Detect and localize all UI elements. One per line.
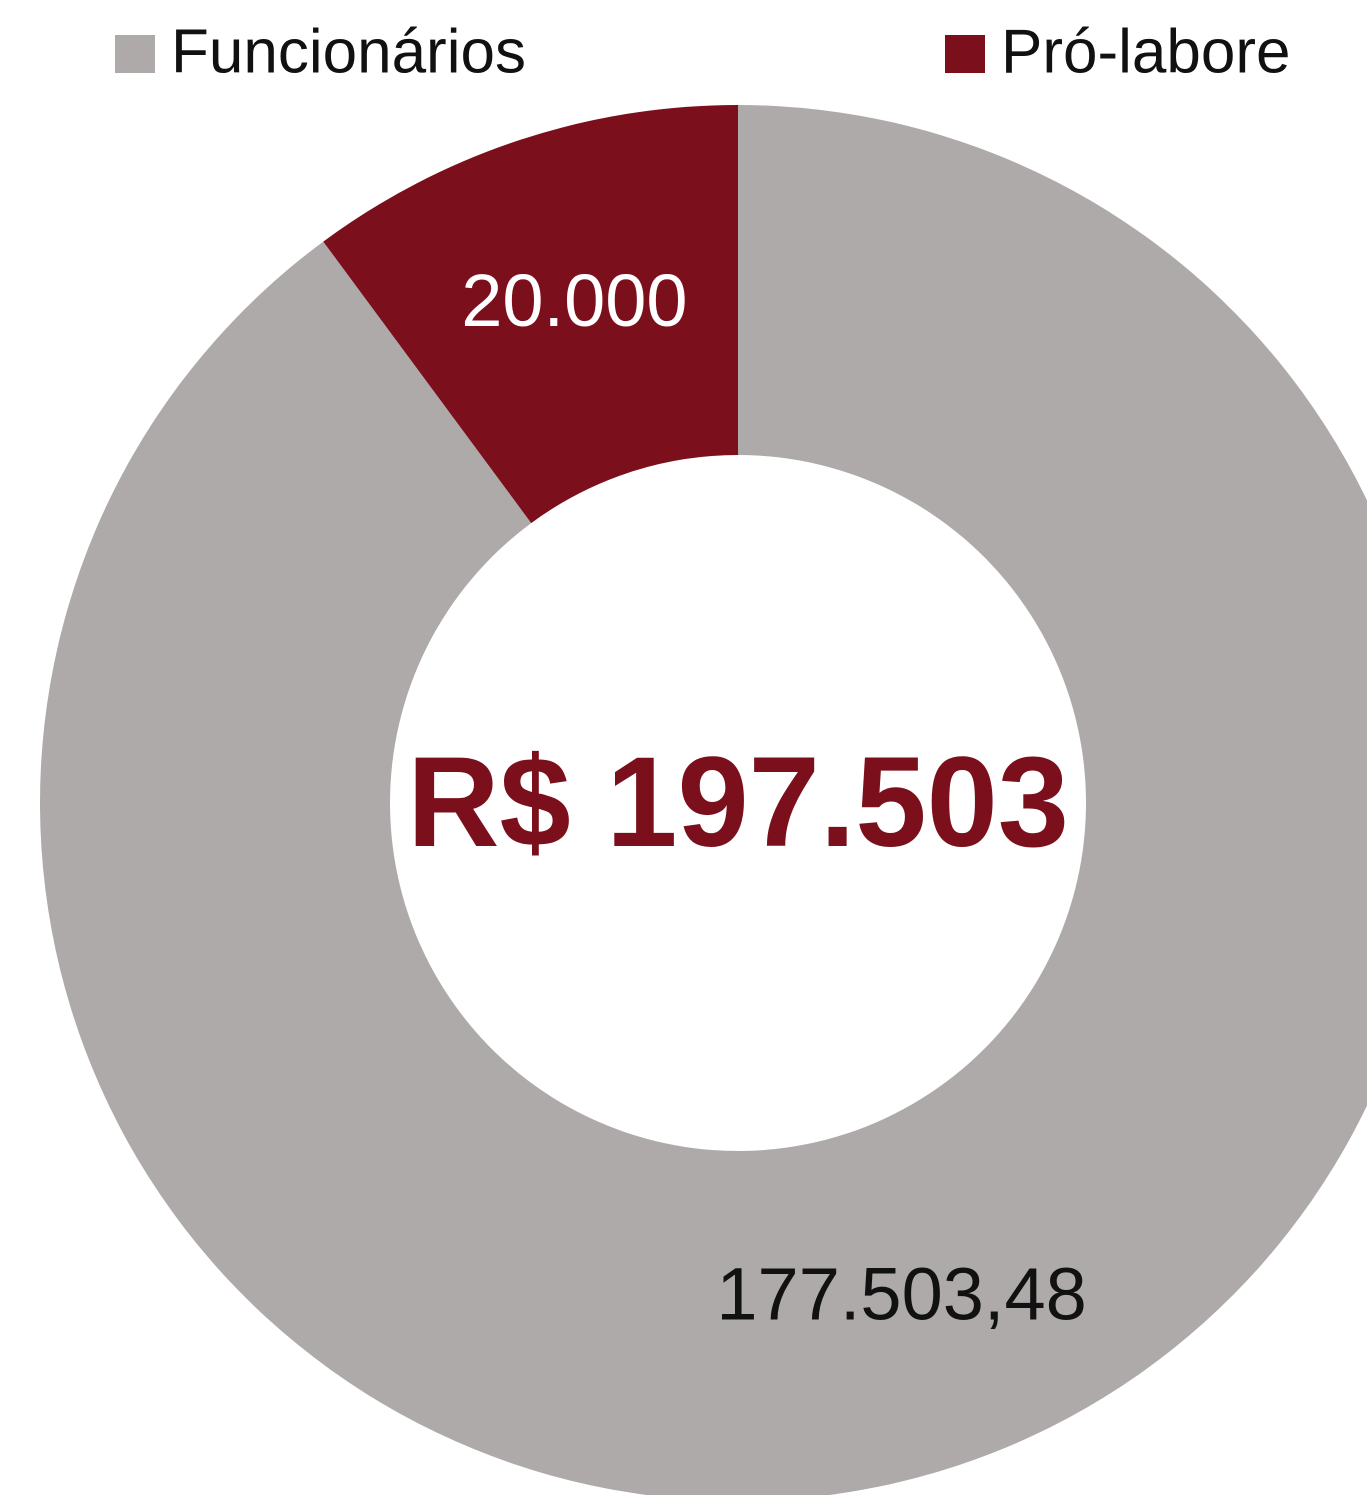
legend-swatch [115, 35, 155, 73]
value-label: 177.503,48 [716, 1252, 1086, 1335]
slice [323, 105, 738, 524]
legend-swatch [945, 35, 985, 73]
legend-label: Funcionários [171, 17, 526, 86]
donut [40, 105, 1367, 1495]
center-text: R$ 197.503 [407, 731, 1069, 874]
value-label: 20.000 [461, 259, 687, 342]
legend-label: Pró-labore [1001, 17, 1290, 86]
slice [40, 105, 1367, 1495]
